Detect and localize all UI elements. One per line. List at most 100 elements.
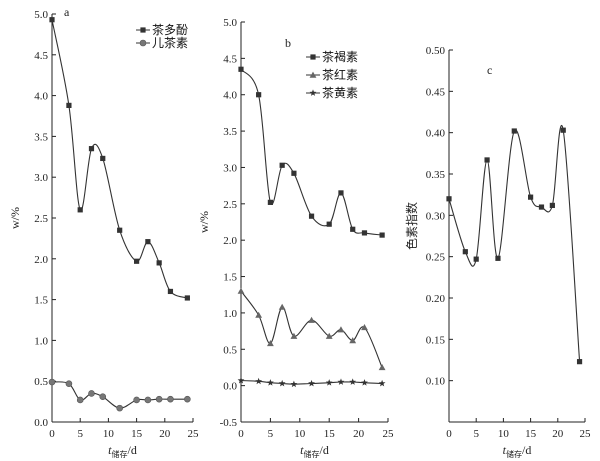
data-point	[116, 404, 123, 412]
x-tick-label: 5	[473, 428, 479, 440]
data-point	[237, 376, 245, 384]
x-axis-label-unit: /d	[320, 443, 329, 457]
legend-marker	[140, 27, 146, 33]
data-point	[184, 395, 191, 403]
series-茶红素	[237, 287, 386, 371]
legend-marker	[139, 39, 147, 47]
data-point	[256, 92, 262, 98]
y-tick-label: 3.0	[223, 162, 237, 174]
data-point	[291, 170, 297, 176]
y-tick-label: 1.0	[34, 335, 48, 347]
y-tick-label: 1.5	[34, 295, 48, 307]
data-point	[76, 396, 84, 404]
x-tick-label: 25	[383, 428, 395, 440]
series-line	[240, 290, 383, 368]
data-point	[184, 295, 190, 301]
x-tick-label: 15	[525, 428, 537, 440]
y-tick-label: 0.25	[426, 252, 446, 264]
data-point	[278, 303, 286, 310]
data-point	[167, 288, 174, 295]
series-茶黄素	[237, 376, 386, 388]
x-tick-label: 0	[49, 428, 55, 440]
data-point	[255, 311, 263, 318]
y-tick-label: 3.0	[34, 172, 48, 184]
legend-marker	[309, 89, 317, 96]
data-point	[267, 379, 274, 386]
data-point	[99, 393, 107, 401]
y-tick-label: 4.0	[223, 90, 237, 102]
x-tick-label: 25	[580, 428, 592, 440]
y-tick-label: 2.5	[34, 213, 48, 225]
data-point	[338, 190, 344, 196]
y-axis-label: 色素指数	[404, 202, 419, 250]
y-tick-label: 2.0	[34, 254, 48, 266]
legend-label: 茶多酚	[152, 22, 188, 37]
y-tick-label: -0.5	[220, 417, 238, 429]
data-point	[65, 380, 73, 387]
x-tick-label: 10	[103, 428, 115, 440]
data-point	[308, 379, 315, 387]
data-point	[325, 332, 333, 339]
data-point	[88, 390, 95, 397]
x-tick-label: 5	[77, 428, 83, 440]
data-point	[361, 230, 368, 236]
data-point	[237, 287, 245, 294]
data-point	[549, 202, 555, 209]
data-point	[337, 378, 345, 385]
legend-label: 儿茶素	[152, 35, 188, 50]
data-point	[267, 199, 273, 205]
data-point	[155, 395, 163, 403]
x-axis-label-sub: 储存	[112, 449, 128, 459]
x-axis-label-unit: /d	[128, 443, 137, 457]
data-point	[77, 207, 83, 213]
y-tick-label: 0.10	[426, 376, 446, 388]
data-point	[145, 239, 151, 245]
data-point	[446, 196, 452, 202]
x-axis-label-sub: 储存	[506, 449, 522, 459]
x-axis-label-main: t	[300, 443, 304, 457]
y-tick-label: 0.5	[223, 344, 237, 356]
data-point	[144, 396, 152, 404]
data-point	[378, 364, 386, 371]
y-tick-label: 0.35	[426, 169, 446, 181]
data-point	[267, 340, 274, 347]
data-point	[473, 256, 479, 262]
y-axis-label: w/%	[197, 211, 211, 233]
data-point	[337, 326, 345, 333]
data-point	[48, 378, 56, 386]
x-axis-label-main: t	[108, 443, 112, 457]
y-tick-label: 2.0	[223, 235, 237, 247]
chart-panel-a: 0.0 0.5 1.0 1.5 2.0 2.5 3.0 3.5 4.0 4.5 5.0 0 5 10 15 2…	[8, 5, 199, 459]
data-point	[290, 332, 298, 339]
x-tick-label: 0	[446, 428, 452, 440]
series-line	[448, 125, 581, 362]
data-point	[560, 127, 566, 133]
data-point	[278, 379, 286, 387]
y-tick-label: 0.20	[426, 293, 446, 305]
x-tick-label: 5	[268, 428, 274, 440]
data-point	[378, 379, 386, 387]
data-point	[576, 359, 583, 365]
y-tick-label: 1.5	[223, 272, 237, 284]
y-tick-label: 4.5	[34, 50, 48, 62]
data-point	[325, 379, 333, 386]
x-axis-label-main: t	[503, 443, 507, 457]
y-tick-label: 3.5	[223, 126, 237, 138]
data-point	[349, 378, 357, 385]
y-tick-label: 4.0	[34, 91, 48, 103]
x-tick-label: 20	[552, 428, 564, 440]
data-point	[350, 226, 356, 232]
data-point	[326, 221, 332, 227]
data-point	[361, 379, 368, 386]
data-point	[349, 337, 357, 344]
data-point	[290, 380, 298, 388]
legend-label: 茶黄素	[322, 85, 358, 100]
data-point	[49, 17, 55, 23]
data-point	[511, 128, 517, 134]
chart-panel-c: 0.10 0.15 0.20 0.25 0.30 0.35 0.40 0.45 0.50 0 5 10…	[404, 45, 591, 459]
legend-marker	[310, 54, 316, 60]
y-tick-label: 0.50	[426, 45, 446, 57]
series-line	[51, 381, 188, 409]
data-point	[238, 66, 244, 72]
